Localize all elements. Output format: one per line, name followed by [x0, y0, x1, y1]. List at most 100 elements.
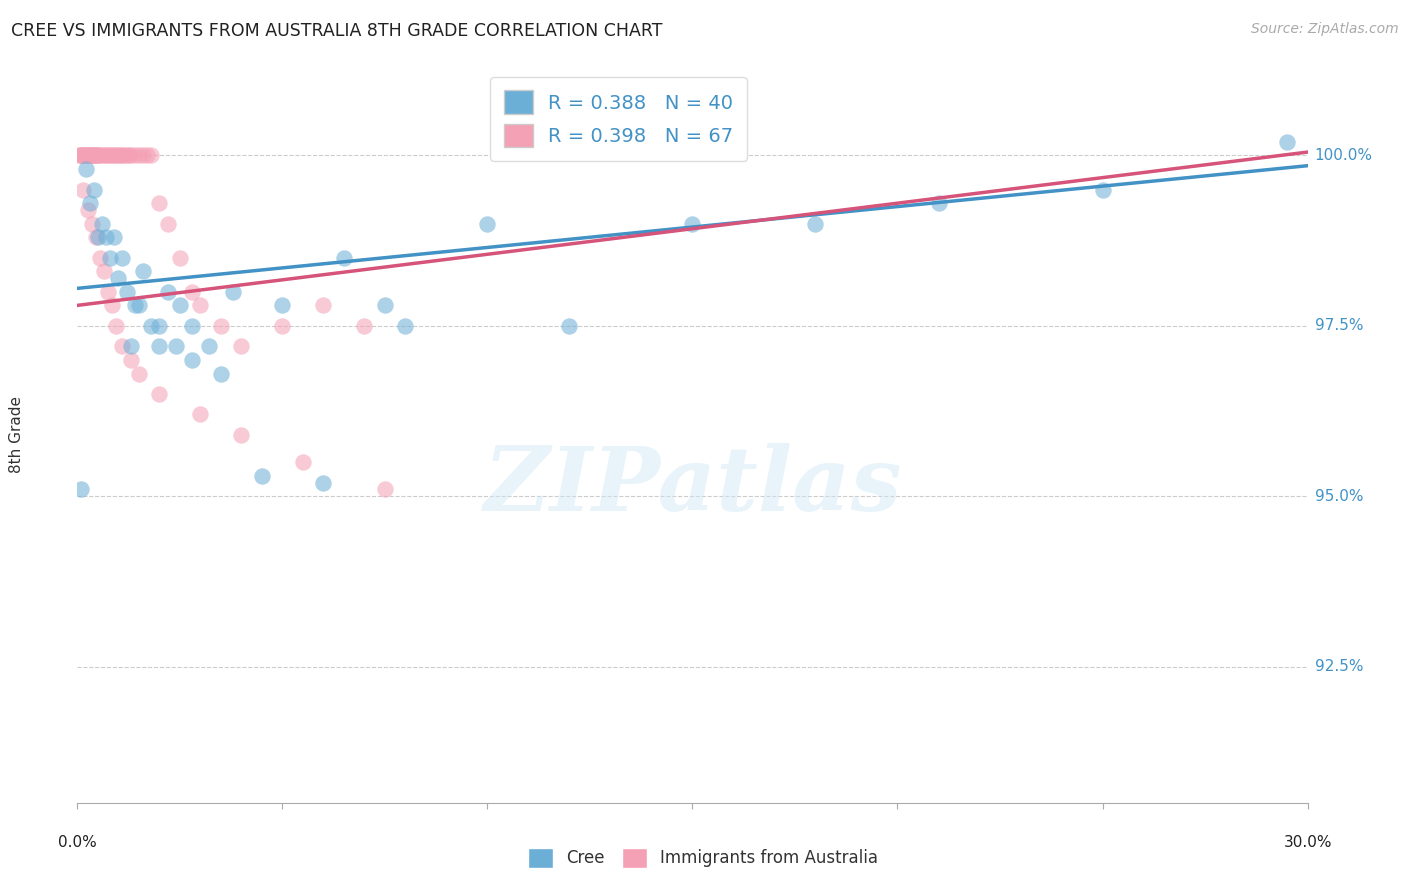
Point: [89, 251, 111, 265]
Point: [93, 264, 115, 278]
Point: [1091, 182, 1114, 196]
Point: [90, 148, 114, 162]
Point: [312, 298, 335, 312]
Text: CREE VS IMMIGRANTS FROM AUSTRALIA 8TH GRADE CORRELATION CHART: CREE VS IMMIGRANTS FROM AUSTRALIA 8TH GR…: [11, 22, 662, 40]
Point: [128, 298, 150, 312]
Point: [141, 318, 163, 333]
Point: [89, 148, 111, 162]
Point: [169, 251, 191, 265]
Point: [80, 148, 103, 162]
Point: [156, 217, 179, 231]
Point: [90, 217, 114, 231]
Point: [250, 468, 273, 483]
Point: [165, 339, 187, 353]
Point: [79, 148, 101, 162]
Text: Source: ZipAtlas.com: Source: ZipAtlas.com: [1251, 22, 1399, 37]
Point: [181, 352, 204, 367]
Point: [75, 162, 97, 177]
Text: 8th Grade: 8th Grade: [10, 396, 24, 474]
Point: [374, 298, 396, 312]
Point: [70, 483, 93, 497]
Point: [70, 148, 93, 162]
Point: [181, 318, 204, 333]
Point: [103, 148, 125, 162]
Point: [111, 339, 134, 353]
Point: [188, 298, 212, 312]
Point: [107, 148, 129, 162]
Point: [93, 148, 115, 162]
Point: [83, 182, 105, 196]
Point: [353, 318, 375, 333]
Point: [98, 148, 121, 162]
Point: [67, 148, 90, 162]
Point: [73, 148, 96, 162]
Legend: Cree, Immigrants from Australia: Cree, Immigrants from Australia: [522, 841, 884, 875]
Point: [75, 148, 97, 162]
Point: [83, 148, 105, 162]
Point: [77, 148, 100, 162]
Point: [804, 217, 827, 231]
Point: [291, 455, 314, 469]
Point: [128, 367, 150, 381]
Point: [333, 251, 356, 265]
Point: [76, 148, 98, 162]
Point: [105, 318, 128, 333]
Point: [148, 387, 170, 401]
Point: [682, 217, 704, 231]
Text: 92.5%: 92.5%: [1315, 659, 1362, 674]
Point: [110, 148, 132, 162]
Point: [148, 196, 170, 211]
Point: [271, 298, 294, 312]
Point: [97, 148, 120, 162]
Point: [374, 483, 396, 497]
Point: [114, 148, 136, 162]
Point: [80, 217, 103, 231]
Point: [97, 285, 120, 299]
Point: [271, 318, 294, 333]
Point: [222, 285, 245, 299]
Point: [94, 148, 117, 162]
Point: [107, 271, 129, 285]
Point: [83, 148, 105, 162]
Point: [75, 148, 97, 162]
Point: [120, 339, 142, 353]
Point: [148, 339, 170, 353]
Point: [197, 339, 219, 353]
Point: [101, 148, 124, 162]
Point: [79, 148, 101, 162]
Point: [87, 148, 110, 162]
Point: [105, 148, 128, 162]
Point: [115, 285, 138, 299]
Point: [558, 318, 581, 333]
Text: 0.0%: 0.0%: [58, 836, 97, 850]
Point: [209, 318, 232, 333]
Point: [181, 285, 204, 299]
Text: 30.0%: 30.0%: [1284, 836, 1331, 850]
Point: [141, 148, 163, 162]
Point: [188, 408, 212, 422]
Point: [156, 285, 179, 299]
Point: [148, 318, 170, 333]
Legend: R = 0.388   N = 40, R = 0.398   N = 67: R = 0.388 N = 40, R = 0.398 N = 67: [491, 77, 747, 161]
Point: [132, 264, 155, 278]
Text: 97.5%: 97.5%: [1315, 318, 1362, 334]
Point: [928, 196, 950, 211]
Point: [120, 352, 142, 367]
Point: [1275, 135, 1298, 149]
Point: [231, 339, 253, 353]
Point: [72, 148, 94, 162]
Point: [84, 230, 107, 244]
Point: [111, 251, 134, 265]
Text: 95.0%: 95.0%: [1315, 489, 1362, 504]
Point: [101, 298, 124, 312]
Point: [124, 298, 146, 312]
Point: [69, 148, 91, 162]
Point: [72, 182, 94, 196]
Point: [231, 427, 253, 442]
Point: [87, 230, 110, 244]
Point: [94, 230, 117, 244]
Point: [115, 148, 138, 162]
Point: [79, 196, 101, 211]
Point: [117, 148, 139, 162]
Point: [76, 202, 98, 217]
